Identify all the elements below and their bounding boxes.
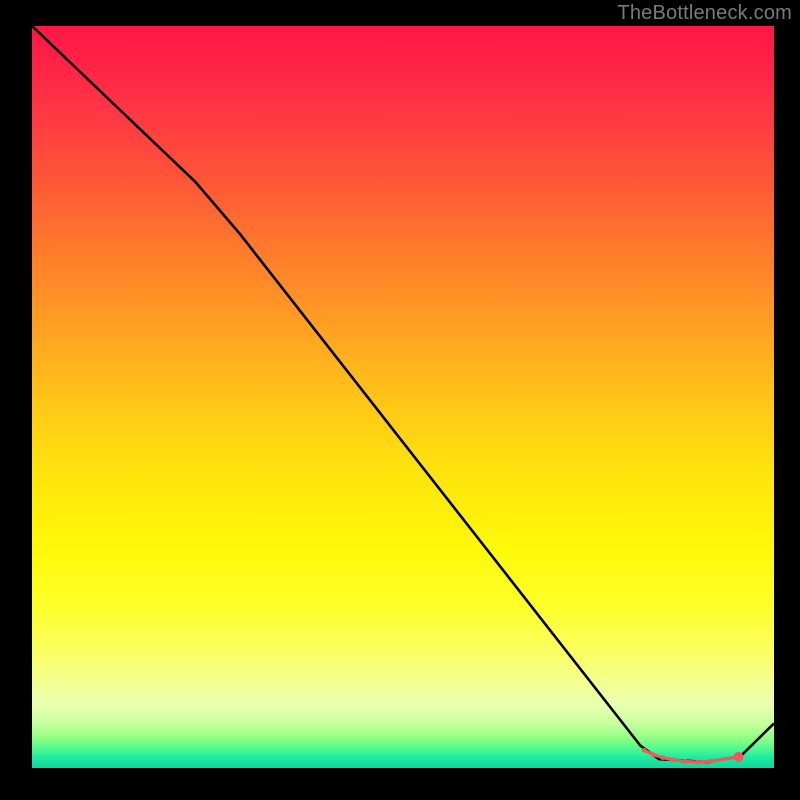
watermark-text: TheBottleneck.com <box>617 2 792 25</box>
marker-dot <box>660 755 665 760</box>
bottleneck-chart <box>0 0 800 800</box>
marker-endcap <box>733 752 743 762</box>
marker-dot <box>683 759 688 764</box>
plot-background <box>32 26 774 768</box>
marker-dot <box>642 748 647 753</box>
marker-dot <box>670 757 675 762</box>
marker-dot <box>708 759 713 764</box>
marker-dot <box>651 752 656 757</box>
marker-dot <box>695 760 700 765</box>
